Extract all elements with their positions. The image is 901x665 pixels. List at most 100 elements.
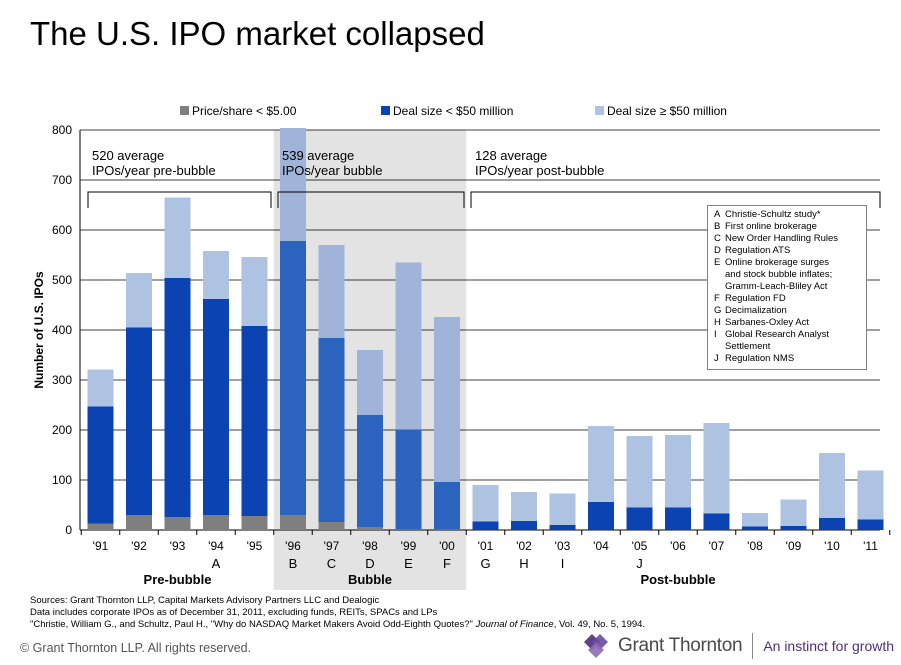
event-letter: F bbox=[443, 556, 451, 571]
source-line-3: "Christie, William G., and Schultz, Paul… bbox=[30, 619, 646, 630]
bar-segment-93-s2 bbox=[164, 197, 191, 278]
brand-tagline: An instinct for growth bbox=[763, 638, 895, 654]
bar-segment-03-s2 bbox=[549, 493, 576, 525]
bar-segment-02-s1 bbox=[511, 521, 537, 530]
bar-segment-97-s1 bbox=[318, 338, 345, 522]
bar-segment-00-s2 bbox=[434, 317, 460, 482]
bar-segment-96-s2 bbox=[280, 128, 306, 241]
event-legend-item: H Sarbanes-Oxley Act bbox=[714, 317, 862, 329]
logo-divider bbox=[752, 633, 754, 659]
bar-segment-96-s1 bbox=[280, 241, 306, 515]
bar-segment-07-s2 bbox=[703, 423, 730, 514]
event-legend-item: B First online brokerage bbox=[714, 221, 862, 233]
bar-segment-94-s0 bbox=[203, 515, 229, 530]
period-bracket bbox=[277, 191, 465, 208]
event-description: Regulation ATS bbox=[725, 245, 791, 256]
bar-segment-96-s0 bbox=[280, 515, 306, 530]
x-tick-label: '02 bbox=[516, 539, 532, 553]
bar-segment-11-s1 bbox=[857, 519, 884, 530]
y-tick-label: 300 bbox=[52, 373, 72, 387]
y-axis-label: Number of U.S. IPOs bbox=[32, 271, 46, 389]
bar-segment-04-s1 bbox=[588, 502, 614, 530]
y-tick-label: 600 bbox=[52, 223, 72, 237]
event-description: Global Research Analyst Settlement bbox=[725, 329, 830, 352]
event-key: E bbox=[714, 257, 721, 268]
bar-segment-94-s2 bbox=[203, 251, 229, 299]
event-letter: A bbox=[212, 556, 221, 571]
period-bracket bbox=[87, 191, 272, 208]
event-key: J bbox=[714, 353, 719, 364]
bar-segment-03-s1 bbox=[549, 525, 576, 530]
bar-segment-98-s1 bbox=[357, 415, 383, 527]
event-legend-item: J Regulation NMS bbox=[714, 353, 862, 365]
x-tick-label: '08 bbox=[747, 539, 763, 553]
y-tick-label: 700 bbox=[52, 173, 72, 187]
x-tick-label: '99 bbox=[401, 539, 417, 553]
event-letter: D bbox=[365, 556, 374, 571]
x-tick-label: '11 bbox=[863, 539, 878, 553]
bar-segment-11-s2 bbox=[857, 470, 884, 520]
copyright-text: © Grant Thornton LLP. All rights reserve… bbox=[20, 641, 252, 655]
bar-segment-93-s1 bbox=[164, 278, 191, 517]
x-tick-label: '94 bbox=[208, 539, 224, 553]
event-key: G bbox=[714, 305, 722, 316]
bar-segment-94-s1 bbox=[203, 299, 229, 515]
logo-shape bbox=[588, 642, 604, 658]
bar-segment-09-s2 bbox=[780, 499, 807, 526]
event-legend-item: A Christie-Schultz study* bbox=[714, 209, 862, 221]
event-description: Online brokerage surges and stock bubble… bbox=[725, 257, 833, 292]
x-tick-label: '04 bbox=[593, 539, 609, 553]
event-letter: C bbox=[327, 556, 336, 571]
x-tick-label: '10 bbox=[824, 539, 840, 553]
bar-segment-92-s2 bbox=[126, 273, 152, 328]
period-average-text: 128 average bbox=[475, 148, 547, 163]
period-average-text: IPOs/year post-bubble bbox=[475, 163, 604, 178]
event-legend-item: I Global Research Analyst Settlement bbox=[714, 329, 862, 353]
bar-segment-93-s0 bbox=[164, 517, 191, 530]
event-letter: J bbox=[636, 556, 643, 571]
legend-swatch bbox=[595, 106, 604, 115]
x-tick-label: '93 bbox=[170, 539, 186, 553]
x-tick-label: '91 bbox=[93, 539, 109, 553]
x-tick-label: '05 bbox=[632, 539, 648, 553]
sources-note: Sources: Grant Thornton LLP, Capital Mar… bbox=[30, 595, 645, 631]
event-legend-item: C New Order Handling Rules bbox=[714, 233, 862, 245]
bar-segment-95-s1 bbox=[241, 326, 268, 516]
event-description: First online brokerage bbox=[725, 221, 817, 232]
x-tick-label: '09 bbox=[786, 539, 802, 553]
period-label: Bubble bbox=[348, 572, 392, 587]
bar-segment-01-s2 bbox=[472, 485, 499, 522]
brand-name: Grant Thornton bbox=[618, 635, 743, 656]
bar-segment-09-s1 bbox=[780, 526, 807, 530]
events-legend-box: A Christie-Schultz study* B First online br… bbox=[707, 205, 867, 370]
event-description: Regulation FD bbox=[725, 293, 786, 304]
event-key: H bbox=[714, 317, 721, 328]
bar-segment-98-s2 bbox=[357, 350, 383, 415]
bar-segment-06-s1 bbox=[665, 507, 691, 530]
x-tick-label: '92 bbox=[131, 539, 147, 553]
y-tick-label: 500 bbox=[52, 273, 72, 287]
source-line-2: Data includes corporate IPOs as of Decem… bbox=[30, 607, 438, 618]
x-tick-label: '07 bbox=[709, 539, 725, 553]
x-tick-label: '97 bbox=[324, 539, 340, 553]
bar-segment-06-s2 bbox=[665, 435, 691, 508]
bar-segment-99-s0 bbox=[395, 529, 422, 530]
period-average-text: 539 average bbox=[282, 148, 354, 163]
event-key: B bbox=[714, 221, 721, 232]
bar-segment-95-s2 bbox=[241, 257, 268, 326]
bar-segment-04-s2 bbox=[588, 426, 614, 502]
period-label: Post-bubble bbox=[640, 572, 715, 587]
event-key: F bbox=[714, 293, 720, 304]
x-tick-label: '98 bbox=[362, 539, 378, 553]
bar-segment-92-s0 bbox=[126, 515, 152, 530]
bar-segment-91-s0 bbox=[87, 523, 114, 530]
event-key: I bbox=[714, 329, 717, 340]
event-key: C bbox=[714, 233, 721, 244]
legend-swatch bbox=[381, 106, 390, 115]
x-tick-label: '96 bbox=[285, 539, 301, 553]
bar-segment-05-s2 bbox=[626, 436, 653, 508]
bar-segment-01-s1 bbox=[472, 521, 499, 530]
bar-segment-08-s1 bbox=[742, 526, 768, 530]
bar-segment-10-s2 bbox=[819, 453, 845, 518]
bar-segment-00-s0 bbox=[434, 529, 460, 530]
